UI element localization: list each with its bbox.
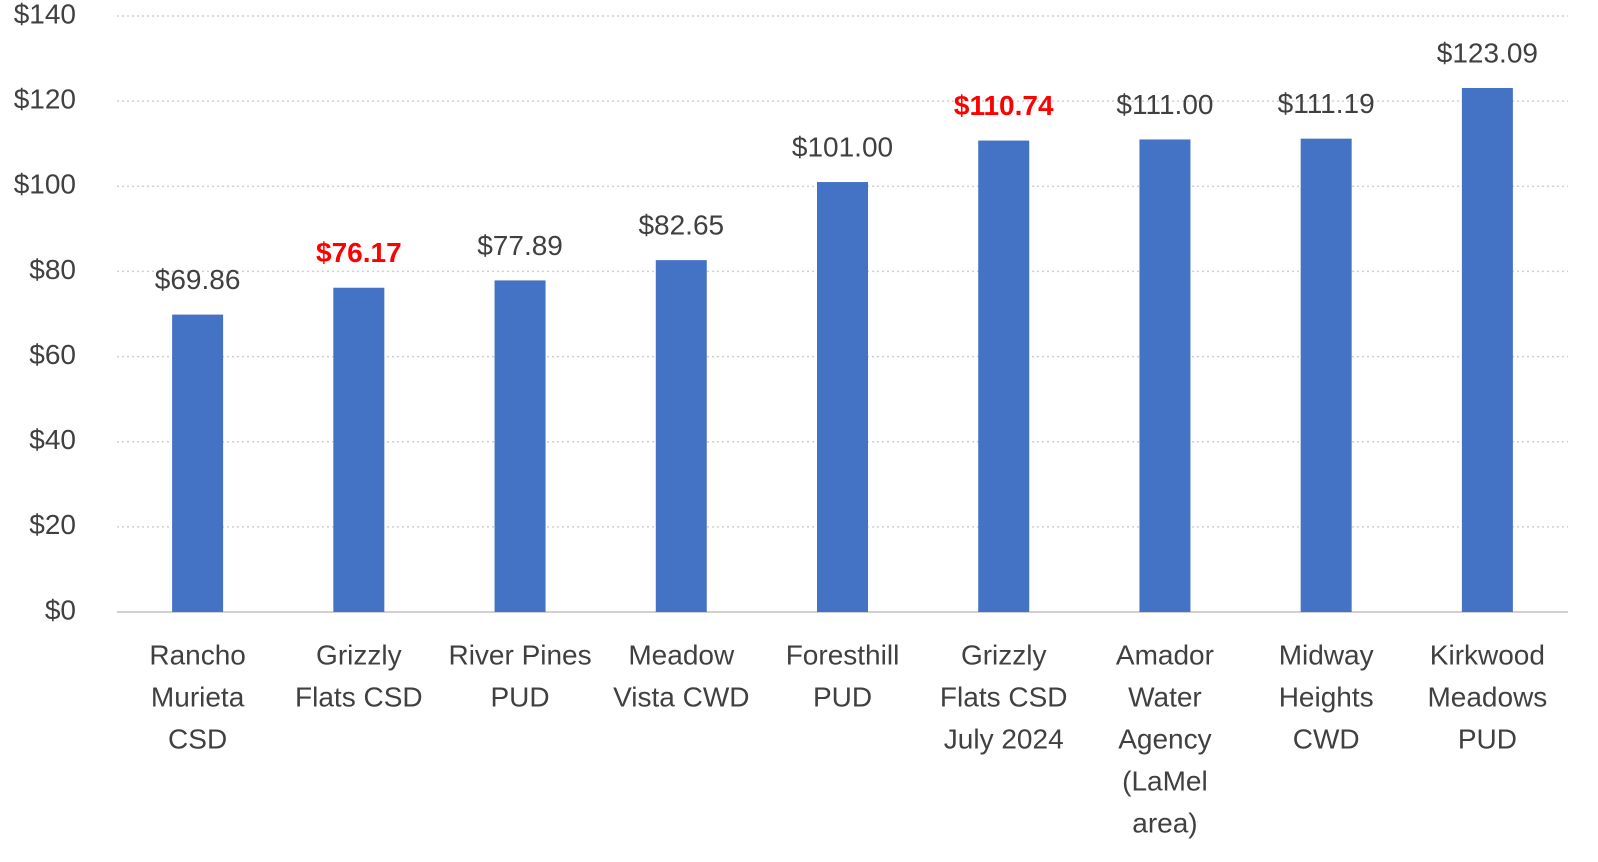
x-tick-label: PUD bbox=[813, 681, 872, 712]
bar bbox=[817, 182, 868, 612]
x-tick-label: July 2024 bbox=[944, 723, 1064, 754]
x-tick-label: (LaMel bbox=[1122, 765, 1208, 796]
x-tick-label: Kirkwood bbox=[1430, 639, 1545, 670]
bar bbox=[333, 287, 385, 612]
x-tick-label: Agency bbox=[1118, 723, 1211, 754]
value-label: $101.00 bbox=[792, 131, 893, 162]
value-label: $77.89 bbox=[477, 230, 563, 261]
x-tick-label: PUD bbox=[490, 681, 549, 712]
bar bbox=[1461, 87, 1513, 613]
x-tick-label: Flats CSD bbox=[295, 681, 423, 712]
x-tick-label: PUD bbox=[1458, 723, 1517, 754]
bar bbox=[172, 314, 224, 612]
x-tick-label: Heights bbox=[1279, 681, 1374, 712]
bar bbox=[1139, 139, 1191, 612]
x-tick-label: Meadow bbox=[628, 639, 735, 670]
x-tick-label: area) bbox=[1132, 807, 1197, 838]
bar bbox=[1300, 138, 1352, 612]
x-tick-label: Midway bbox=[1279, 639, 1374, 670]
value-label: $76.17 bbox=[316, 237, 402, 268]
x-tick-label: Amador bbox=[1116, 639, 1214, 670]
x-tick-label: Grizzly bbox=[961, 639, 1047, 670]
bar bbox=[978, 140, 1030, 612]
x-tick-label: CSD bbox=[168, 723, 227, 754]
value-label: $123.09 bbox=[1437, 37, 1538, 68]
y-tick-label: $100 bbox=[14, 169, 76, 200]
x-tick-label: Foresthill bbox=[786, 639, 900, 670]
y-tick-label: $0 bbox=[45, 594, 76, 625]
y-tick-label: $140 bbox=[14, 0, 76, 29]
x-tick-label: River Pines bbox=[448, 639, 591, 670]
y-tick-label: $80 bbox=[29, 254, 76, 285]
x-tick-label: Meadows bbox=[1427, 681, 1547, 712]
value-label: $69.86 bbox=[155, 264, 241, 295]
x-tick-label: Flats CSD bbox=[940, 681, 1068, 712]
value-label: $82.65 bbox=[638, 210, 724, 241]
y-tick-label: $20 bbox=[29, 509, 76, 540]
x-tick-label: Murieta bbox=[151, 681, 245, 712]
value-label: $111.19 bbox=[1278, 88, 1375, 119]
x-tick-label: Grizzly bbox=[316, 639, 402, 670]
x-tick-label: Vista CWD bbox=[613, 681, 749, 712]
x-tick-label: CWD bbox=[1293, 723, 1360, 754]
bar bbox=[494, 280, 546, 612]
x-tick-label: Water bbox=[1128, 681, 1202, 712]
value-label: $110.74 bbox=[954, 90, 1054, 121]
x-tick-label: Rancho bbox=[149, 639, 246, 670]
y-tick-label: $40 bbox=[29, 424, 76, 455]
bar bbox=[655, 260, 707, 612]
y-tick-label: $60 bbox=[29, 339, 76, 370]
y-tick-label: $120 bbox=[14, 84, 76, 115]
value-label: $111.00 bbox=[1116, 89, 1213, 120]
